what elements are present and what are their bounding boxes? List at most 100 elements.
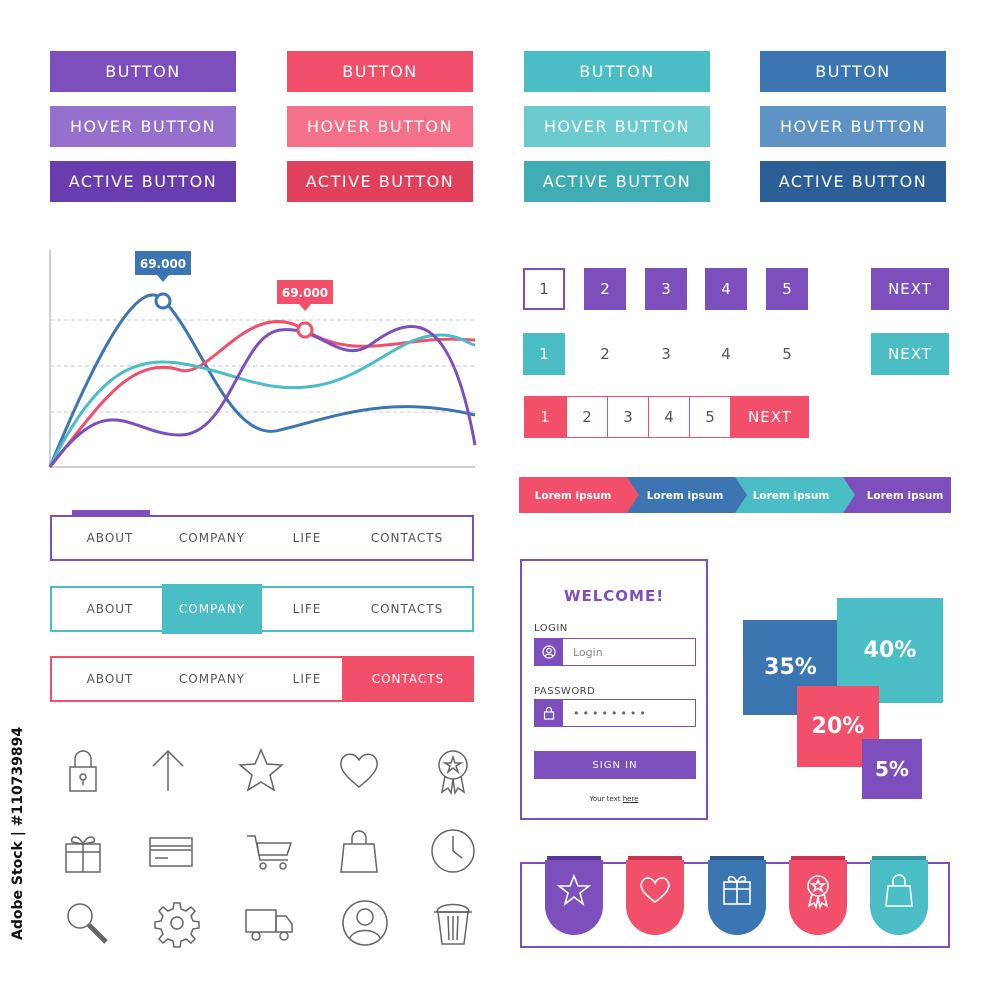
login-label: LOGIN [534,623,568,634]
star-icon[interactable] [236,745,286,795]
nav-item-contacts[interactable]: CONTACTS [370,531,444,545]
step-3[interactable] [735,477,855,513]
bookmark-heart[interactable] [624,856,686,936]
page-3[interactable]: 3 [645,268,687,310]
padlock-icon[interactable] [58,745,108,795]
page-4[interactable]: 4 [705,268,747,310]
footer-link[interactable]: here [622,795,639,803]
nav-item-company[interactable]: COMPANY [162,584,262,634]
heart-icon [640,877,670,903]
step-1[interactable] [519,477,639,513]
watermark: Adobe Stock | #110739894 [8,0,32,1000]
award-badge-icon[interactable] [428,745,478,796]
page-3[interactable]: 3 [661,345,671,363]
step-label: Lorem ipsum [867,490,944,502]
shopping-bag-icon [885,874,913,907]
nav-item-company[interactable]: COMPANY [178,531,246,545]
step-2[interactable] [627,477,747,513]
page-3[interactable]: 3 [607,396,649,438]
user-icon[interactable] [340,898,390,948]
next-button[interactable]: NEXT [871,268,949,310]
page-1[interactable]: 1 [524,396,566,438]
red-button[interactable]: BUTTON [287,51,473,92]
page-1[interactable]: 1 [523,268,565,310]
login-field[interactable]: Login [534,638,696,666]
bookmark-gift[interactable] [706,856,768,936]
bookmark-award[interactable] [787,856,849,936]
nav-bar-purple: ABOUT COMPANY LIFE CONTACTS [50,510,474,561]
purple-hover-button[interactable]: HOVER BUTTON [50,106,236,147]
page-4[interactable]: 4 [648,396,690,438]
bookmark-star[interactable] [543,856,605,936]
award-badge-icon [807,875,829,910]
page-1[interactable]: 1 [523,333,565,375]
watermark-text: Adobe Stock | #110739894 [10,726,26,940]
nav-item-life[interactable]: LIFE [292,672,322,686]
bookmark-bag[interactable] [868,856,930,936]
nav-bar-red: ABOUT COMPANY LIFE CONTACTS [50,656,474,702]
arrow-up-icon[interactable] [143,745,193,795]
nav-item-about[interactable]: ABOUT [86,602,134,616]
page-5[interactable]: 5 [689,396,731,438]
padlock-icon [535,700,563,726]
teal-active-button[interactable]: ACTIVE BUTTON [524,161,710,202]
gift-icon[interactable] [58,826,108,876]
gift-icon [723,875,751,905]
data-point-blue[interactable] [154,292,172,310]
next-button[interactable]: NEXT [871,333,949,375]
star-icon [556,873,592,907]
heart-icon[interactable] [334,745,384,795]
truck-icon[interactable] [244,898,294,948]
tooltip-blue: 69.000 [135,251,191,282]
line-chart: 69.000 69.000 [48,250,477,468]
purple-button[interactable]: BUTTON [50,51,236,92]
page-2[interactable]: 2 [600,345,610,363]
purple-active-button[interactable]: ACTIVE BUTTON [50,161,236,202]
red-active-button[interactable]: ACTIVE BUTTON [287,161,473,202]
nav-item-contacts[interactable]: CONTACTS [342,656,474,702]
series-line-purple [48,325,477,468]
teal-button[interactable]: BUTTON [524,51,710,92]
tooltip-label: 69.000 [140,257,186,271]
trash-icon[interactable] [428,898,478,948]
clock-icon[interactable] [428,826,478,876]
percent-40: 40% [837,598,943,703]
page-2[interactable]: 2 [566,396,608,438]
password-field[interactable]: •••••••• [534,699,696,727]
teal-hover-button[interactable]: HOVER BUTTON [524,106,710,147]
nav-item-about[interactable]: ABOUT [86,531,134,545]
login-footer: Your text here [522,795,706,803]
page-5[interactable]: 5 [766,268,808,310]
data-point-red[interactable] [296,321,314,339]
percent-5: 5% [862,739,922,799]
active-indicator [72,510,150,515]
shopping-cart-icon[interactable] [244,826,294,876]
blue-hover-button[interactable]: HOVER BUTTON [760,106,946,147]
next-button[interactable]: NEXT [731,396,809,438]
credit-card-icon[interactable] [146,826,196,876]
blue-button[interactable]: BUTTON [760,51,946,92]
red-hover-button[interactable]: HOVER BUTTON [287,106,473,147]
nav-bar-teal: ABOUT COMPANY LIFE CONTACTS [50,584,474,634]
page-5[interactable]: 5 [782,345,792,363]
nav-item-life[interactable]: LIFE [292,531,322,545]
blue-active-button[interactable]: ACTIVE BUTTON [760,161,946,202]
progress-steps: Lorem ipsum Lorem ipsum Lorem ipsum Lore… [519,477,951,513]
shopping-bag-icon[interactable] [334,826,384,876]
nav-item-about[interactable]: ABOUT [86,672,134,686]
magnifier-icon[interactable] [62,898,112,948]
password-value: •••••••• [573,706,649,720]
tooltip-label: 69.000 [282,286,328,300]
step-label: Lorem ipsum [535,490,612,502]
page-4[interactable]: 4 [721,345,731,363]
step-label: Lorem ipsum [753,490,830,502]
nav-item-life[interactable]: LIFE [292,602,322,616]
step-label: Lorem ipsum [647,490,724,502]
nav-item-contacts[interactable]: CONTACTS [370,602,444,616]
sign-in-button[interactable]: SIGN IN [534,751,696,779]
series-line-red [48,320,476,468]
series-line-blue [48,293,476,468]
nav-item-company[interactable]: COMPANY [178,672,246,686]
gear-icon[interactable] [152,898,202,948]
page-2[interactable]: 2 [584,268,626,310]
